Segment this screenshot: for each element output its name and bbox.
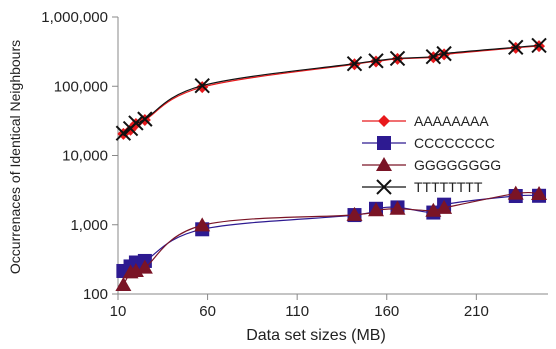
x-marker-stroke	[531, 37, 547, 54]
y-tick-label: 100,000	[54, 78, 108, 95]
legend: AAAAAAAA CCCCCCCC GGGGGGGG TTTTTTTT	[362, 113, 501, 195]
data-point	[368, 53, 384, 69]
data-point	[368, 202, 384, 217]
x-marker-stroke	[425, 49, 442, 65]
data-point	[436, 45, 452, 62]
y-axis-label: Occurrenaces of Identical Neighbours	[7, 40, 23, 274]
data-point	[196, 81, 209, 94]
legend-item: TTTTTTTT	[362, 179, 483, 195]
y-tick-label: 10,000	[62, 148, 108, 165]
x-tick-label: 160	[374, 303, 399, 320]
data-point	[425, 49, 442, 65]
y-tick-label: 1,000	[70, 217, 108, 234]
data-point	[115, 125, 132, 141]
x-marker-stroke	[346, 55, 363, 72]
data-point	[194, 217, 211, 232]
x-marker-stroke	[376, 179, 392, 195]
data-point	[346, 55, 363, 72]
legend-label: CCCCCCCC	[414, 135, 495, 151]
data-point	[389, 200, 406, 215]
x-axis-label: Data set sizes (MB)	[246, 327, 386, 344]
legend-marker	[376, 157, 392, 171]
data-point	[137, 111, 153, 127]
series-line	[122, 191, 540, 286]
data-point	[115, 276, 132, 291]
legend-marker	[377, 136, 391, 150]
legend-item: AAAAAAAA	[362, 113, 489, 129]
data-point	[194, 77, 210, 94]
y-axis: 100 1,000 10,000 100,000 1,000,000	[41, 9, 119, 303]
x-marker-stroke	[137, 111, 153, 127]
data-point	[507, 185, 524, 200]
data-point	[436, 199, 453, 214]
y-tick-label: 100	[83, 286, 108, 303]
legend-marker	[376, 179, 392, 195]
x-tick-label: 60	[199, 303, 216, 320]
legend-item: GGGGGGGG	[362, 157, 501, 173]
x-marker-stroke	[436, 45, 452, 62]
series-layer	[115, 37, 548, 291]
x-tick-label: 210	[464, 303, 489, 320]
data-point	[136, 259, 153, 274]
series-line	[123, 194, 540, 272]
data-point	[508, 39, 524, 56]
legend-label: AAAAAAAA	[414, 113, 489, 129]
legend-label: GGGGGGGG	[414, 157, 501, 173]
series-gggggggg	[115, 185, 548, 291]
data-point	[346, 206, 363, 221]
x-marker-stroke	[194, 77, 210, 94]
legend-label: TTTTTTTT	[414, 179, 483, 195]
x-tick-label: 10	[110, 303, 127, 320]
x-marker-stroke	[389, 50, 406, 67]
y-tick-label: 1,000,000	[41, 9, 108, 26]
x-marker-stroke	[115, 125, 132, 141]
data-point	[128, 115, 144, 131]
data-point	[389, 50, 406, 67]
legend-item: CCCCCCCC	[362, 135, 495, 151]
x-tick-label: 110	[285, 303, 309, 320]
series-tttttttt	[115, 37, 547, 141]
data-point	[531, 185, 548, 200]
data-point	[531, 37, 547, 54]
legend-marker	[378, 115, 390, 127]
x-axis: 10 60 110 160 210	[110, 293, 548, 320]
x-marker-stroke	[128, 115, 144, 131]
x-marker-stroke	[368, 53, 384, 69]
x-marker-stroke	[508, 39, 524, 56]
